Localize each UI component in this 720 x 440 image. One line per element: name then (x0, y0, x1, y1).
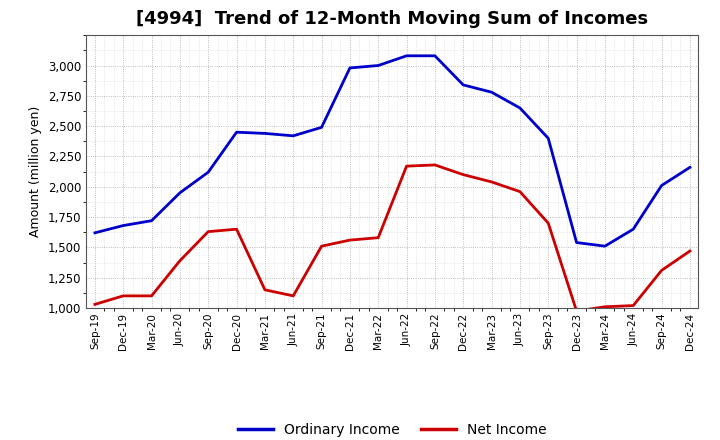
Line: Net Income: Net Income (95, 165, 690, 311)
Ordinary Income (657, 183, 666, 188)
Ordinary Income (572, 240, 581, 245)
Net Income (261, 287, 269, 293)
Net Income (176, 258, 184, 264)
Net Income (233, 227, 241, 232)
Ordinary Income (629, 227, 637, 232)
Legend: Ordinary Income, Net Income: Ordinary Income, Net Income (233, 418, 552, 440)
Ordinary Income (487, 90, 496, 95)
Net Income (346, 238, 354, 243)
Net Income (629, 303, 637, 308)
Ordinary Income (600, 243, 609, 249)
Ordinary Income (318, 125, 326, 130)
Ordinary Income (431, 53, 439, 59)
Net Income (459, 172, 467, 177)
Net Income (148, 293, 156, 298)
Net Income (431, 162, 439, 168)
Ordinary Income (176, 190, 184, 195)
Title: [4994]  Trend of 12-Month Moving Sum of Incomes: [4994] Trend of 12-Month Moving Sum of I… (136, 10, 649, 28)
Net Income (685, 248, 694, 253)
Net Income (374, 235, 382, 240)
Line: Ordinary Income: Ordinary Income (95, 56, 690, 246)
Ordinary Income (516, 105, 524, 110)
Ordinary Income (402, 53, 411, 59)
Net Income (318, 243, 326, 249)
Ordinary Income (289, 133, 297, 139)
Net Income (572, 308, 581, 314)
Net Income (289, 293, 297, 298)
Ordinary Income (233, 129, 241, 135)
Ordinary Income (346, 65, 354, 70)
Ordinary Income (685, 165, 694, 170)
Y-axis label: Amount (million yen): Amount (million yen) (30, 106, 42, 237)
Net Income (487, 179, 496, 184)
Net Income (516, 189, 524, 194)
Ordinary Income (261, 131, 269, 136)
Ordinary Income (459, 82, 467, 88)
Ordinary Income (119, 223, 127, 228)
Net Income (91, 302, 99, 307)
Net Income (657, 268, 666, 273)
Net Income (600, 304, 609, 309)
Net Income (544, 220, 552, 226)
Ordinary Income (148, 218, 156, 224)
Ordinary Income (374, 63, 382, 68)
Net Income (402, 164, 411, 169)
Net Income (204, 229, 212, 234)
Net Income (119, 293, 127, 298)
Ordinary Income (544, 136, 552, 141)
Ordinary Income (91, 230, 99, 235)
Ordinary Income (204, 169, 212, 175)
